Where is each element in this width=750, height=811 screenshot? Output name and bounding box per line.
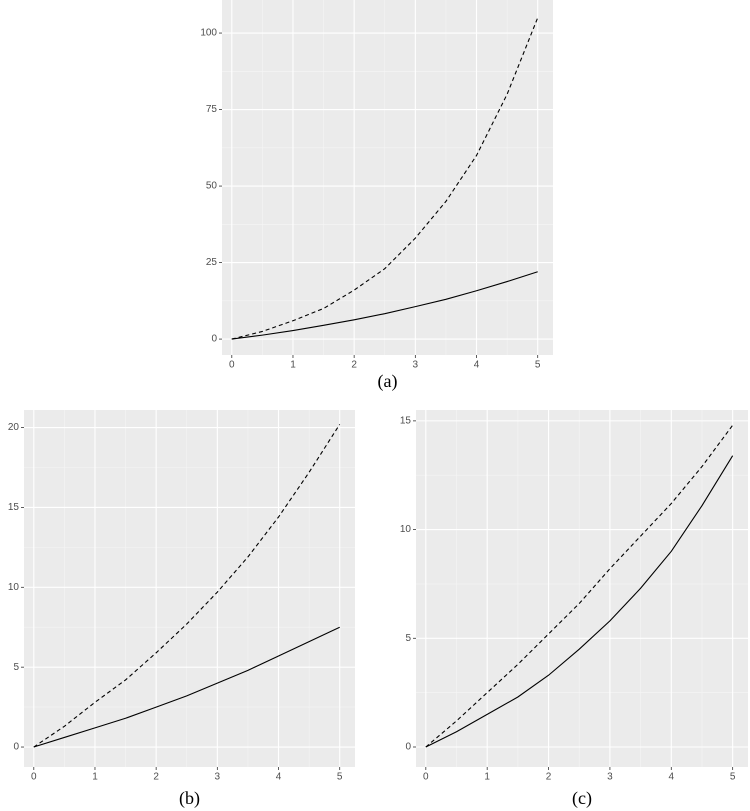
- series-line: [33, 626, 340, 748]
- y-tick-label: 75: [206, 104, 218, 115]
- y-tick-label: 5: [405, 633, 411, 644]
- y-tick-label: 0: [211, 334, 217, 345]
- y-tick-label: 5: [13, 662, 19, 673]
- x-tick-label: 0: [423, 772, 429, 783]
- x-tick-label: 2: [351, 360, 357, 371]
- panel-caption: (c): [572, 788, 592, 809]
- x-tick-label: 4: [276, 772, 282, 783]
- panel-caption: (a): [378, 371, 398, 392]
- x-tick-label: 2: [153, 772, 159, 783]
- x-tick-label: 5: [730, 772, 736, 783]
- y-tick-label: 10: [8, 582, 20, 593]
- y-tick-label: 15: [400, 416, 412, 427]
- x-tick-label: 1: [290, 360, 296, 371]
- x-tick-label: 3: [215, 772, 221, 783]
- y-tick-label: 100: [200, 28, 217, 39]
- x-tick-label: 1: [92, 772, 98, 783]
- x-tick-label: 3: [413, 360, 419, 371]
- x-tick-label: 0: [229, 360, 235, 371]
- x-tick-label: 3: [607, 772, 613, 783]
- y-tick-label: 25: [206, 257, 218, 268]
- panel-background: [24, 410, 355, 767]
- y-tick-label: 0: [405, 742, 411, 753]
- series-line: [231, 17, 539, 340]
- panel-caption: (b): [179, 788, 200, 809]
- panel-background: [222, 0, 553, 355]
- panel-background: [416, 410, 748, 767]
- x-tick-label: 0: [31, 772, 37, 783]
- y-tick-label: 50: [206, 181, 218, 192]
- y-tick-label: 20: [8, 422, 20, 433]
- x-tick-label: 1: [484, 772, 490, 783]
- series-line: [231, 271, 538, 340]
- x-tick-label: 4: [474, 360, 480, 371]
- series-line: [425, 455, 734, 748]
- series-line: [33, 424, 341, 748]
- y-tick-label: 10: [400, 524, 412, 535]
- x-tick-label: 4: [669, 772, 675, 783]
- x-tick-label: 2: [546, 772, 552, 783]
- series-line: [425, 424, 734, 748]
- x-tick-label: 5: [535, 360, 541, 371]
- y-tick-label: 15: [8, 502, 20, 513]
- x-tick-label: 5: [337, 772, 343, 783]
- y-tick-label: 0: [13, 742, 19, 753]
